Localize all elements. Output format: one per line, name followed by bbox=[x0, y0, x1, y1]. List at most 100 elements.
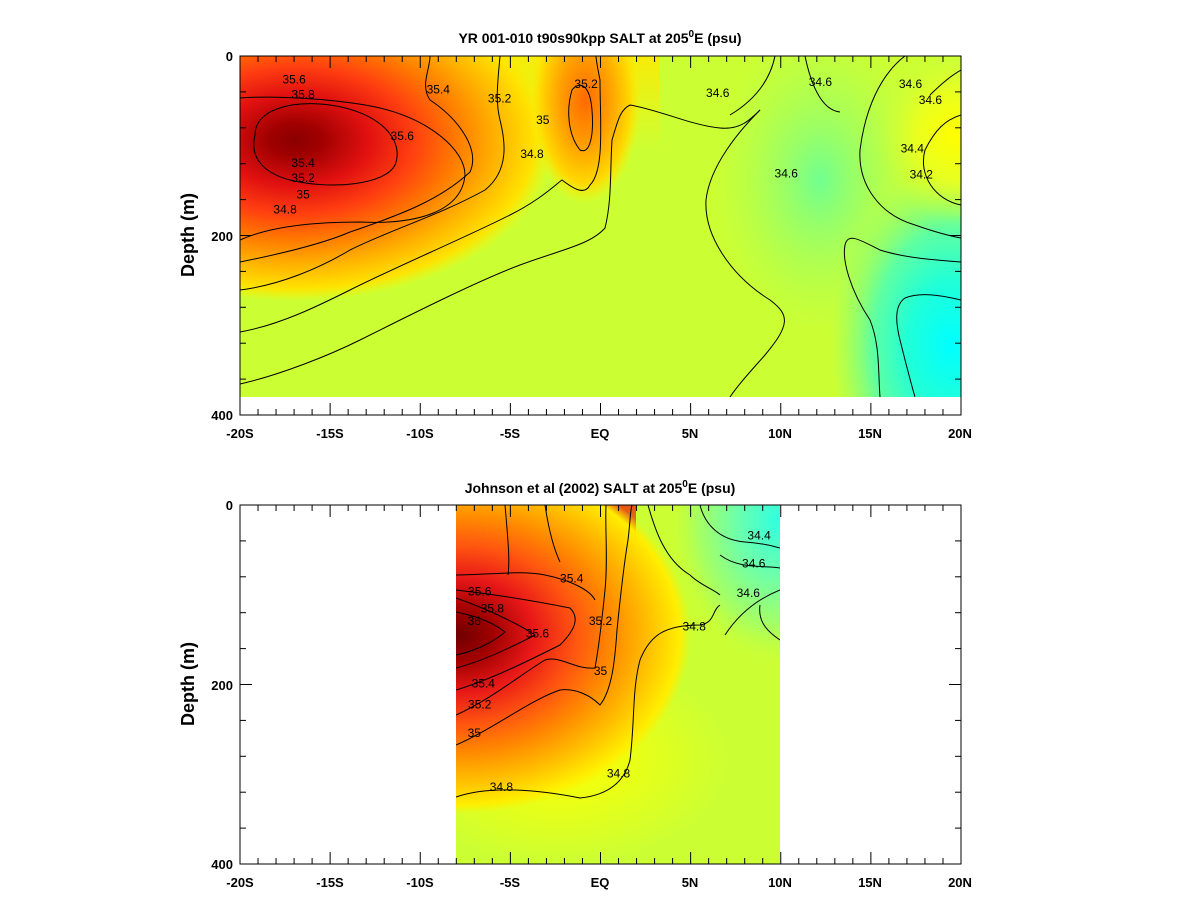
x-tick-label: 20N bbox=[948, 875, 972, 890]
contour-label: 34.6 bbox=[775, 167, 799, 181]
contour-label: 34.8 bbox=[490, 780, 514, 794]
contour-34.8-south bbox=[240, 104, 761, 385]
contour-35.8-west bbox=[504, 505, 510, 576]
contour-label: 35 bbox=[594, 664, 608, 678]
x-tick-label: -20S bbox=[226, 875, 254, 890]
contour-label: 34.8 bbox=[273, 203, 297, 217]
panel-model-contours bbox=[240, 56, 961, 397]
x-tick-label: -5S bbox=[500, 875, 521, 890]
x-tick-label: 10N bbox=[768, 426, 792, 441]
contour-35 bbox=[456, 505, 633, 746]
x-tick-label: 20N bbox=[948, 426, 972, 441]
contour-label: 35.4 bbox=[472, 677, 496, 691]
panel-model-x-axis: -20S -15S -10S -5S EQ 5N 10N 15N 20N bbox=[226, 56, 972, 441]
title-main: YR 001-010 t90s90kpp SALT at 205 bbox=[458, 30, 688, 46]
contour-36 bbox=[456, 611, 506, 656]
contour-34.4 bbox=[699, 505, 780, 549]
title-degree-superscript: 0 bbox=[689, 29, 695, 40]
y-tick-label: 400 bbox=[211, 408, 233, 423]
field-southern-max bbox=[456, 505, 706, 864]
x-tick-label: EQ bbox=[591, 875, 610, 890]
x-tick-label: -15S bbox=[316, 875, 344, 890]
contour-34.6-c bbox=[759, 604, 780, 641]
contour-35.4 bbox=[240, 56, 474, 263]
contour-label: 34.6 bbox=[809, 75, 833, 89]
contour-35.6 bbox=[240, 96, 466, 241]
contour-label: 35 bbox=[296, 187, 310, 201]
contour-35 bbox=[240, 56, 602, 333]
x-tick-label: 5N bbox=[682, 875, 699, 890]
panel-model-y-axis: 0 200 400 Depth (m) bbox=[178, 49, 961, 423]
contour-label: 35 bbox=[468, 726, 482, 740]
contour-label: 35.8 bbox=[291, 88, 315, 102]
y-tick-label: 400 bbox=[211, 857, 233, 872]
contour-label: 35.8 bbox=[481, 601, 505, 615]
contour-label: 34.4 bbox=[747, 529, 771, 543]
panel-observed-contours bbox=[456, 505, 780, 799]
contour-34.6-b bbox=[804, 56, 841, 113]
contour-34.6-a bbox=[729, 56, 776, 116]
panel-observed-contour-labels: 34.4 34.6 34.6 35.4 35.6 35.836 35.6 35.2 34.8 35… bbox=[468, 529, 771, 794]
contour-label: 35.4 bbox=[427, 82, 451, 96]
contour-label: 35 bbox=[536, 113, 550, 127]
y-axis-label: Depth (m) bbox=[178, 193, 198, 277]
panel-model-contour-labels: 35.635.8 35.435.235.23535.635.435.23534.8… bbox=[273, 72, 942, 216]
panel-observed-y-axis: 0 200 400 Depth (m) bbox=[178, 498, 961, 872]
contour-34.6-ne bbox=[929, 69, 961, 96]
contour-label: 35.6 bbox=[391, 129, 415, 143]
contour-label: 35.4 bbox=[291, 156, 315, 170]
contour-label: 34.6 bbox=[706, 86, 730, 100]
y-tick-label: 0 bbox=[226, 498, 233, 513]
contour-label: 35.4 bbox=[560, 572, 584, 586]
title-suffix: E (psu) bbox=[694, 30, 741, 46]
title-main: Johnson et al (2002) SALT at 205 bbox=[465, 480, 683, 496]
contour-35.4 bbox=[456, 572, 596, 601]
contour-35.6-west bbox=[544, 505, 561, 563]
contour-label: 35.6 bbox=[526, 626, 550, 640]
contour-35.2 bbox=[456, 505, 607, 716]
contour-label: 35.2 bbox=[574, 77, 598, 91]
x-tick-label: -10S bbox=[406, 426, 434, 441]
x-tick-label: -5S bbox=[500, 426, 521, 441]
contour-label: 35.2 bbox=[589, 614, 613, 628]
x-tick-label: 15N bbox=[858, 426, 882, 441]
contour-35.8 bbox=[456, 597, 536, 669]
panel-observed: Johnson et al (2002) SALT at 2050E (psu) bbox=[178, 479, 972, 890]
contour-label: 35.2 bbox=[468, 697, 492, 711]
y-tick-label: 200 bbox=[211, 678, 233, 693]
panel-observed-field bbox=[456, 505, 780, 864]
contour-34.6-a bbox=[719, 554, 780, 569]
contour-35.6 bbox=[456, 589, 576, 691]
contour-label: 34.6 bbox=[737, 586, 761, 600]
contour-34.8-north-cell bbox=[923, 114, 961, 206]
contour-34.8-south bbox=[456, 604, 721, 799]
contour-35.2-tongue bbox=[568, 84, 593, 152]
panel-model-title: YR 001-010 t90s90kpp SALT at 2050E (psu) bbox=[458, 29, 741, 46]
contour-34.4 bbox=[843, 237, 961, 397]
title-degree-superscript: 0 bbox=[682, 479, 688, 490]
contour-35.8 bbox=[253, 103, 398, 186]
field-north-high bbox=[850, 56, 961, 236]
title-suffix: E (psu) bbox=[688, 480, 735, 496]
contour-34.6-b bbox=[724, 589, 780, 636]
contour-label: 34.8 bbox=[683, 619, 707, 633]
x-tick-label: -20S bbox=[226, 426, 254, 441]
contour-label: 34.6 bbox=[899, 77, 923, 91]
contour-34.2 bbox=[896, 294, 961, 397]
x-tick-label: -10S bbox=[406, 875, 434, 890]
x-tick-label: EQ bbox=[591, 426, 610, 441]
panel-observed-x-axis: -20S -15S -10S -5S EQ 5N 10N 15N 20N bbox=[226, 505, 972, 890]
contour-label: 34.6 bbox=[742, 556, 766, 570]
contour-label: 35.6 bbox=[468, 584, 492, 598]
contour-label: 34.2 bbox=[910, 168, 934, 182]
panel-model-field bbox=[240, 56, 961, 397]
contour-label: 34.8 bbox=[520, 147, 544, 161]
contour-label: 35.2 bbox=[291, 171, 315, 185]
contour-label: 35.2 bbox=[488, 91, 512, 105]
contour-34.8-top bbox=[647, 505, 721, 596]
contour-35.2 bbox=[240, 56, 505, 291]
contour-label: 34.4 bbox=[901, 141, 925, 155]
y-axis-label: Depth (m) bbox=[178, 642, 198, 726]
panel-observed-title: Johnson et al (2002) SALT at 2050E (psu) bbox=[465, 479, 736, 496]
